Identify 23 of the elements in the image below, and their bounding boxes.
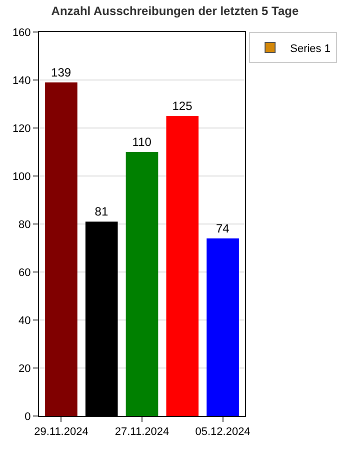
bar: [45, 82, 78, 416]
data-label: 139: [51, 65, 72, 80]
data-label: 110: [132, 135, 152, 149]
x-tick-label: 29.11.2024: [34, 426, 88, 438]
y-tick-label: 0: [24, 410, 31, 423]
text: Series 1: [290, 42, 330, 55]
data-label: 81: [94, 204, 108, 219]
chart-title: Anzahl Ausschreibungen der letzten 5 Tage: [51, 4, 300, 18]
x-tick-label: 27.11.2024: [114, 426, 170, 438]
y-tick-label: 120: [12, 122, 31, 135]
y-tick-label: 40: [18, 314, 31, 327]
data-label: 125: [172, 99, 193, 113]
y-tick-label: 160: [12, 26, 31, 39]
y-tick-label: 100: [12, 170, 31, 183]
x-tick-label: 05.12.2024: [195, 426, 250, 438]
bar: [166, 116, 199, 416]
y-tick-label: 60: [18, 266, 31, 279]
bar: [206, 238, 239, 416]
bar: [126, 152, 158, 416]
y-tick-label: 140: [12, 74, 31, 87]
data-label: 74: [216, 221, 230, 236]
y-tick-label: 20: [18, 362, 31, 375]
y-tick-label: 80: [18, 218, 31, 231]
